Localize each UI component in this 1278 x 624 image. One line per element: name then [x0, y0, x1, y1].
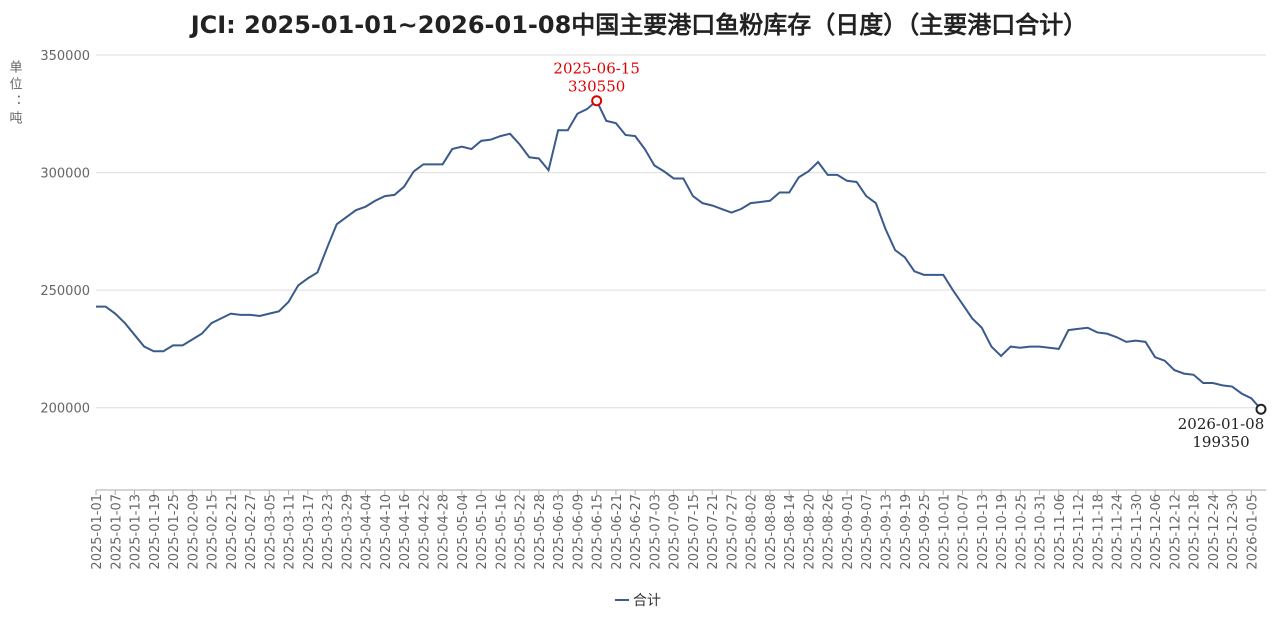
x-tick-label: 2025-01-25 [167, 494, 182, 570]
x-tick-label: 2025-06-27 [629, 494, 644, 570]
annotation-value: 199350 [1192, 433, 1249, 451]
line-series [96, 99, 1262, 410]
x-tick-label: 2025-10-07 [957, 494, 972, 570]
x-tick-label: 2025-06-03 [552, 494, 567, 570]
legend-label: 合计 [633, 593, 661, 609]
x-tick-label: 2025-08-08 [764, 494, 779, 570]
x-tick-label: 2025-09-07 [860, 494, 875, 570]
x-tick-label: 2025-06-09 [571, 494, 586, 570]
annotation-date: 2026-01-08 [1178, 415, 1264, 433]
x-tick-label: 2025-10-25 [1014, 494, 1029, 570]
x-tick-label: 2025-10-19 [995, 494, 1010, 570]
x-tick-label: 2025-04-10 [379, 494, 394, 570]
x-tick-label: 2025-10-31 [1034, 494, 1049, 570]
x-tick-label: 2025-06-15 [591, 494, 606, 570]
x-tick-label: 2025-08-26 [822, 494, 837, 570]
x-tick-label: 2025-01-01 [90, 494, 105, 570]
x-tick-label: 2025-05-04 [456, 494, 471, 570]
x-tick-label: 2025-01-19 [148, 494, 163, 570]
x-tick-label: 2025-04-04 [360, 494, 375, 570]
x-tick-label: 2025-01-13 [129, 494, 144, 570]
annotation-date: 2025-06-15 [553, 60, 639, 78]
x-tick-label: 2025-08-20 [802, 494, 817, 570]
x-tick-label: 2025-07-03 [648, 494, 663, 570]
x-tick-label: 2025-11-12 [1072, 494, 1087, 570]
x-tick-label: 2025-09-25 [918, 494, 933, 570]
y-tick-label: 350000 [40, 49, 90, 64]
x-tick-label: 2025-12-12 [1168, 494, 1183, 570]
y-tick-label: 200000 [40, 402, 90, 417]
x-tick-label: 2025-05-28 [533, 494, 548, 570]
x-tick-label: 2025-02-15 [206, 494, 221, 570]
x-tick-label: 2025-12-24 [1207, 494, 1222, 570]
x-tick-label: 2025-09-01 [841, 494, 856, 570]
x-tick-label: 2025-08-02 [745, 494, 760, 570]
x-tick-label: 2025-09-19 [899, 494, 914, 570]
x-tick-label: 2025-04-28 [437, 494, 452, 570]
x-tick-label: 2025-02-09 [186, 494, 201, 570]
x-tick-label: 2025-01-07 [109, 494, 124, 570]
x-tick-label: 2025-04-22 [417, 494, 432, 570]
x-tick-label: 2025-12-18 [1188, 494, 1203, 570]
x-tick-label: 2025-03-05 [263, 494, 278, 570]
x-tick-label: 2025-05-16 [494, 494, 509, 570]
x-tick-label: 2025-10-13 [976, 494, 991, 570]
x-tick-label: 2025-11-30 [1130, 494, 1145, 570]
x-tick-label: 2025-03-11 [283, 494, 298, 570]
x-tick-label: 2025-03-17 [302, 494, 317, 570]
x-tick-label: 2025-10-01 [937, 494, 952, 570]
y-tick-label: 250000 [40, 284, 90, 299]
x-tick-label: 2025-05-22 [514, 494, 529, 570]
y-axis-label: 单位：吨 [7, 60, 23, 128]
x-tick-label: 2026-01-05 [1245, 494, 1260, 570]
x-tick-label: 2025-12-06 [1149, 494, 1164, 570]
x-tick-label: 2025-02-27 [244, 494, 259, 570]
x-tick-label: 2025-02-21 [225, 494, 240, 570]
y-tick-label: 300000 [40, 167, 90, 182]
x-tick-label: 2025-03-23 [321, 494, 336, 570]
annotation-marker [1255, 403, 1267, 415]
x-tick-label: 2025-07-21 [706, 494, 721, 570]
x-tick-label: 2025-11-24 [1111, 494, 1126, 570]
x-tick-label: 2025-11-18 [1091, 494, 1106, 570]
x-tick-label: 2025-05-10 [475, 494, 490, 570]
x-tick-label: 2025-07-09 [668, 494, 683, 570]
annotation-value: 330550 [568, 78, 625, 96]
annotation-marker [591, 95, 603, 107]
x-tick-label: 2025-07-27 [725, 494, 740, 570]
x-tick-label: 2025-04-16 [398, 494, 413, 570]
x-tick-label: 2025-12-30 [1226, 494, 1241, 570]
chart-title: JCI: 2025-01-01~2026-01-08中国主要港口鱼粉库存（日度）… [189, 11, 1088, 39]
x-tick-label: 2025-08-14 [783, 494, 798, 570]
x-tick-label: 2025-11-06 [1053, 494, 1068, 570]
x-tick-label: 2025-06-21 [610, 494, 625, 570]
x-tick-label: 2025-03-29 [340, 494, 355, 570]
x-tick-label: 2025-07-15 [687, 494, 702, 570]
x-tick-label: 2025-09-13 [880, 494, 895, 570]
